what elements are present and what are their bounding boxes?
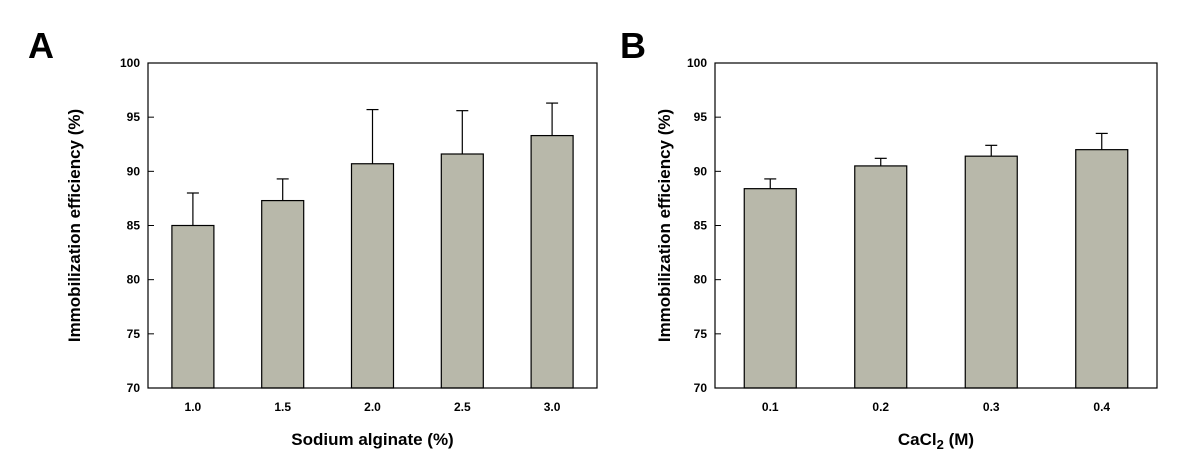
x-tick-label: 0.1 [762, 400, 779, 414]
plot-frame [714, 62, 1158, 389]
x-tick-label: 0.3 [983, 400, 1000, 414]
x-tick-label: 1.5 [274, 400, 291, 414]
bar [530, 134, 574, 389]
chart-panel-b: B 0.1 0.2 0.3 0.4 70 75 80 85 90 95 100 CaCl2 (M) Imm… [620, 25, 1158, 452]
y-tick-label: 75 [694, 327, 708, 341]
bar [261, 199, 305, 389]
y-tick-label: 100 [687, 56, 707, 70]
x-tick-label: 0.4 [1093, 400, 1110, 414]
chart-panel-a: A 1.0 1.5 2.0 2.5 3.0 70 75 80 85 90 95 100 Sodium al… [28, 25, 598, 449]
y-tick-label: 90 [694, 164, 708, 178]
y-axis-title: Immobilization efficiency (%) [655, 109, 674, 342]
x-tick-label: 3.0 [544, 400, 561, 414]
x-axis-title: Sodium alginate (%) [291, 430, 453, 449]
bar [171, 224, 215, 389]
bar [743, 188, 797, 389]
bar [350, 163, 395, 389]
y-tick-label: 70 [127, 381, 141, 395]
y-tick-label: 80 [694, 273, 708, 287]
y-tick-label: 100 [120, 56, 140, 70]
y-tick-label: 70 [694, 381, 708, 395]
x-tick-label: 2.0 [364, 400, 381, 414]
y-tick-label: 95 [694, 110, 708, 124]
bar [854, 165, 908, 389]
y-tick-label: 95 [127, 110, 141, 124]
x-tick-label: 0.2 [872, 400, 889, 414]
y-tick-label: 85 [127, 219, 141, 233]
y-axis-title: Immobilization efficiency (%) [65, 109, 84, 342]
panel-label: B [620, 25, 646, 66]
bar [1075, 149, 1129, 389]
x-tick-label: 1.0 [185, 400, 202, 414]
y-tick-label: 80 [127, 273, 141, 287]
y-tick-label: 75 [127, 327, 141, 341]
bar [440, 153, 484, 389]
x-tick-label: 2.5 [454, 400, 471, 414]
y-tick-label: 90 [127, 164, 141, 178]
x-axis-title: CaCl2 (M) [898, 430, 974, 452]
plot-frame [147, 62, 598, 389]
bar [964, 155, 1018, 389]
panel-label: A [28, 25, 54, 66]
y-tick-label: 85 [694, 219, 708, 233]
